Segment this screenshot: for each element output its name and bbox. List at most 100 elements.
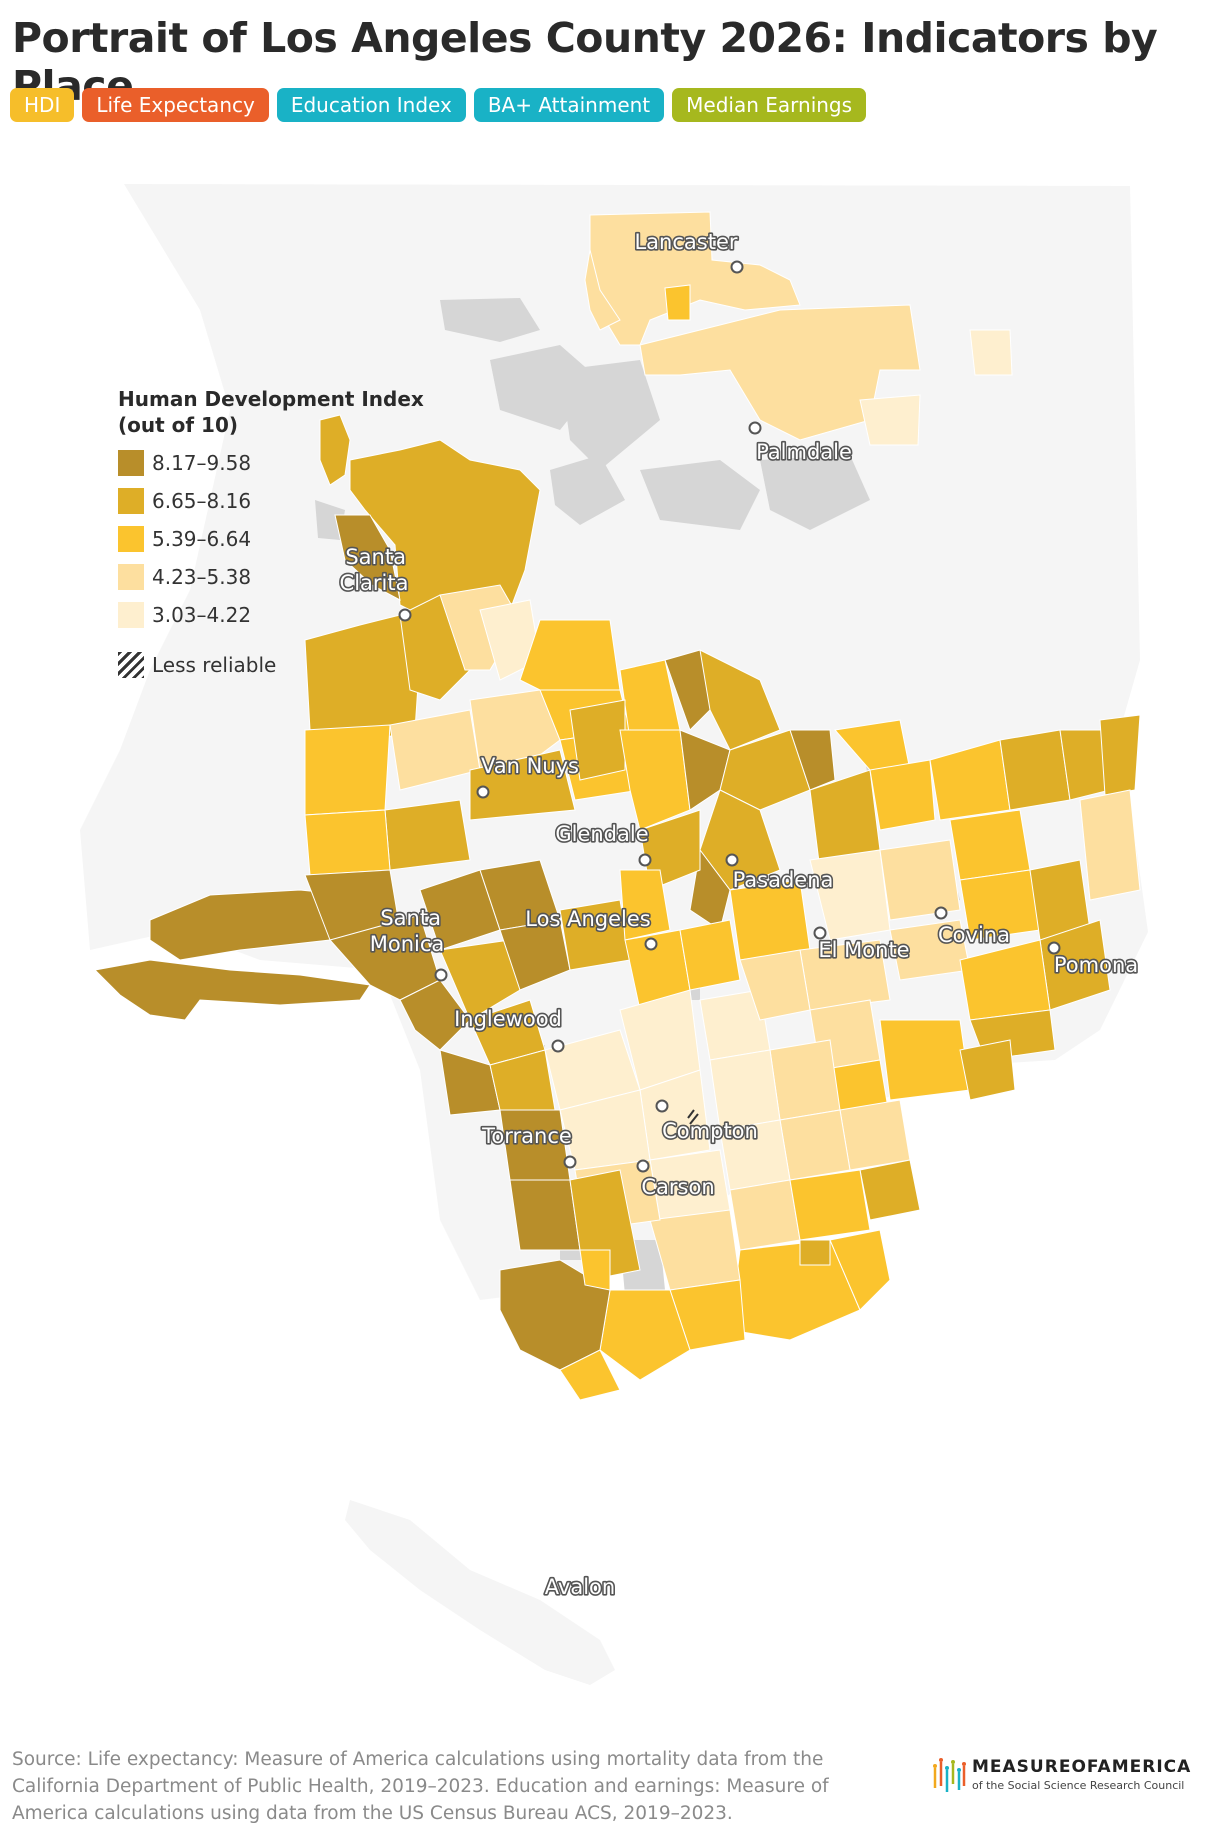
- region-signal-hill[interactable]: [799, 1239, 831, 1266]
- place-santa-clarita[interactable]: Santa Clarita: [338, 543, 413, 622]
- place-inglewood[interactable]: Inglewood: [453, 1005, 565, 1053]
- region-sierra-madre[interactable]: [789, 729, 836, 791]
- place-label: Covina: [938, 923, 1010, 947]
- place-label: Los Angeles: [525, 907, 650, 931]
- region-lakewood[interactable]: [789, 1169, 871, 1241]
- catalina-island: [345, 1500, 615, 1685]
- region-canoga-park[interactable]: [304, 724, 391, 816]
- place-label: El Monte: [818, 938, 909, 962]
- region-west-hills[interactable]: [304, 809, 391, 876]
- legend-item: 3.03–4.22: [118, 602, 438, 628]
- region-boyle-heights[interactable]: [679, 919, 741, 991]
- region-pasadena[interactable]: [699, 789, 781, 891]
- legend-item: 4.23–5.38: [118, 564, 438, 590]
- place-marker: [636, 1159, 650, 1173]
- page-title: Portrait of Los Angeles County 2026: Ind…: [12, 14, 1158, 110]
- choropleth-map[interactable]: Lancaster Palmdale Santa Clarita Van Nuy…: [0, 170, 1220, 1730]
- place-label: Van Nuys: [481, 754, 579, 778]
- region-lomita[interactable]: [579, 1249, 611, 1291]
- no-data-area: [315, 500, 345, 540]
- logo-name: MEASUREOFAMERICA: [972, 1756, 1192, 1777]
- region-covina[interactable]: [949, 809, 1031, 881]
- place-marker: [644, 937, 658, 951]
- no-data-area: [560, 360, 660, 470]
- region-lancaster-core[interactable]: [664, 284, 691, 321]
- region-south-gate[interactable]: [709, 1049, 781, 1131]
- source-note: Source: Life expectancy: Measure of Amer…: [12, 1749, 829, 1824]
- tab-education-index[interactable]: Education Index: [276, 88, 466, 122]
- region-norwalk[interactable]: [839, 1099, 911, 1171]
- legend-label: 4.23–5.38: [152, 565, 252, 589]
- legend-label: 3.03–4.22: [152, 603, 252, 627]
- place-carson[interactable]: Carson: [636, 1159, 716, 1201]
- place-torrance[interactable]: Torrance: [480, 1122, 577, 1169]
- measure-of-america-logo[interactable]: MEASUREOFAMERICA of the Social Science R…: [932, 1754, 1191, 1794]
- legend-swatch: [118, 564, 144, 590]
- logo-text: MEASUREOFAMERICA of the Social Science R…: [972, 1757, 1191, 1792]
- no-data-area: [640, 460, 760, 530]
- place-marker: [398, 608, 412, 622]
- region-cerritos[interactable]: [859, 1159, 921, 1221]
- tab-median-earnings[interactable]: Median Earnings: [672, 88, 867, 122]
- region-pomona[interactable]: [1079, 789, 1141, 901]
- place-label: Pasadena: [733, 868, 834, 892]
- place-label: Torrance: [481, 1124, 572, 1148]
- place-label: Compton: [662, 1119, 758, 1143]
- place-label: Avalon: [545, 1575, 615, 1599]
- region-glendale[interactable]: [619, 729, 691, 831]
- region-whittier[interactable]: [879, 1019, 971, 1101]
- place-pomona[interactable]: Pomona: [1047, 941, 1140, 979]
- region-downey[interactable]: [769, 1039, 841, 1121]
- region-bellflower[interactable]: [779, 1109, 851, 1181]
- legend-swatch: [118, 602, 144, 628]
- region-malibu-coast[interactable]: [93, 959, 371, 1021]
- region-paramount[interactable]: [729, 1179, 801, 1251]
- place-glendale[interactable]: Glendale: [554, 820, 652, 867]
- region-sunland[interactable]: [699, 649, 781, 751]
- no-data-area: [440, 298, 540, 342]
- less-reliable-marker: [687, 1109, 699, 1125]
- tab-hdi[interactable]: HDI: [10, 88, 75, 122]
- legend-item: 8.17–9.58: [118, 450, 438, 476]
- region-claremont[interactable]: [1099, 714, 1141, 796]
- map-canvas[interactable]: Lancaster Palmdale Santa Clarita Van Nuy…: [0, 170, 1220, 1730]
- region-santa-monica[interactable]: [399, 979, 471, 1051]
- region-la-habra-heights[interactable]: [959, 1039, 1016, 1101]
- region-glendora[interactable]: [999, 729, 1071, 811]
- region-lake-los-angeles[interactable]: [969, 329, 1013, 376]
- place-el-monte[interactable]: El Monte: [813, 926, 911, 964]
- region-burbank[interactable]: [569, 699, 626, 781]
- place-pasadena[interactable]: Pasadena: [725, 853, 835, 894]
- region-silver-lake[interactable]: [619, 869, 671, 941]
- place-van-nuys[interactable]: Van Nuys: [476, 752, 581, 799]
- place-label: Santa Clarita: [340, 545, 413, 595]
- region-baldwin-park[interactable]: [879, 839, 961, 921]
- place-lancaster[interactable]: Lancaster: [633, 228, 744, 274]
- region-redondo-beach[interactable]: [509, 1179, 581, 1251]
- region-palmdale-east[interactable]: [859, 394, 921, 446]
- region-stevenson-ranch[interactable]: [334, 514, 401, 601]
- place-covina[interactable]: Covina: [934, 906, 1012, 949]
- place-marker: [730, 260, 744, 274]
- place-palmdale[interactable]: Palmdale: [748, 421, 854, 466]
- tab-ba-attainment[interactable]: BA+ Attainment: [473, 88, 665, 122]
- place-avalon[interactable]: Avalon: [543, 1573, 617, 1600]
- region-harbor-city[interactable]: [559, 1349, 621, 1401]
- place-los-angeles[interactable]: Los Angeles: [524, 905, 658, 951]
- place-label: Carson: [641, 1175, 714, 1199]
- region-alhambra[interactable]: [729, 879, 811, 961]
- region-santa-clarita[interactable]: [319, 414, 351, 486]
- place-santa-monica[interactable]: Santa Monica: [368, 904, 448, 982]
- place-compton[interactable]: Compton: [655, 1099, 759, 1145]
- place-marker: [655, 1099, 669, 1113]
- legend-swatch: [118, 488, 144, 514]
- region-long-beach-east[interactable]: [829, 1229, 891, 1311]
- place-marker: [638, 853, 652, 867]
- region-sherman-oaks[interactable]: [469, 749, 576, 821]
- region-duarte[interactable]: [869, 759, 936, 831]
- region-altadena[interactable]: [719, 729, 811, 811]
- region-lancaster-west[interactable]: [584, 249, 621, 331]
- tab-life-expectancy[interactable]: Life Expectancy: [82, 88, 269, 122]
- place-label-line: Monica: [370, 932, 445, 956]
- region-encino[interactable]: [384, 799, 471, 871]
